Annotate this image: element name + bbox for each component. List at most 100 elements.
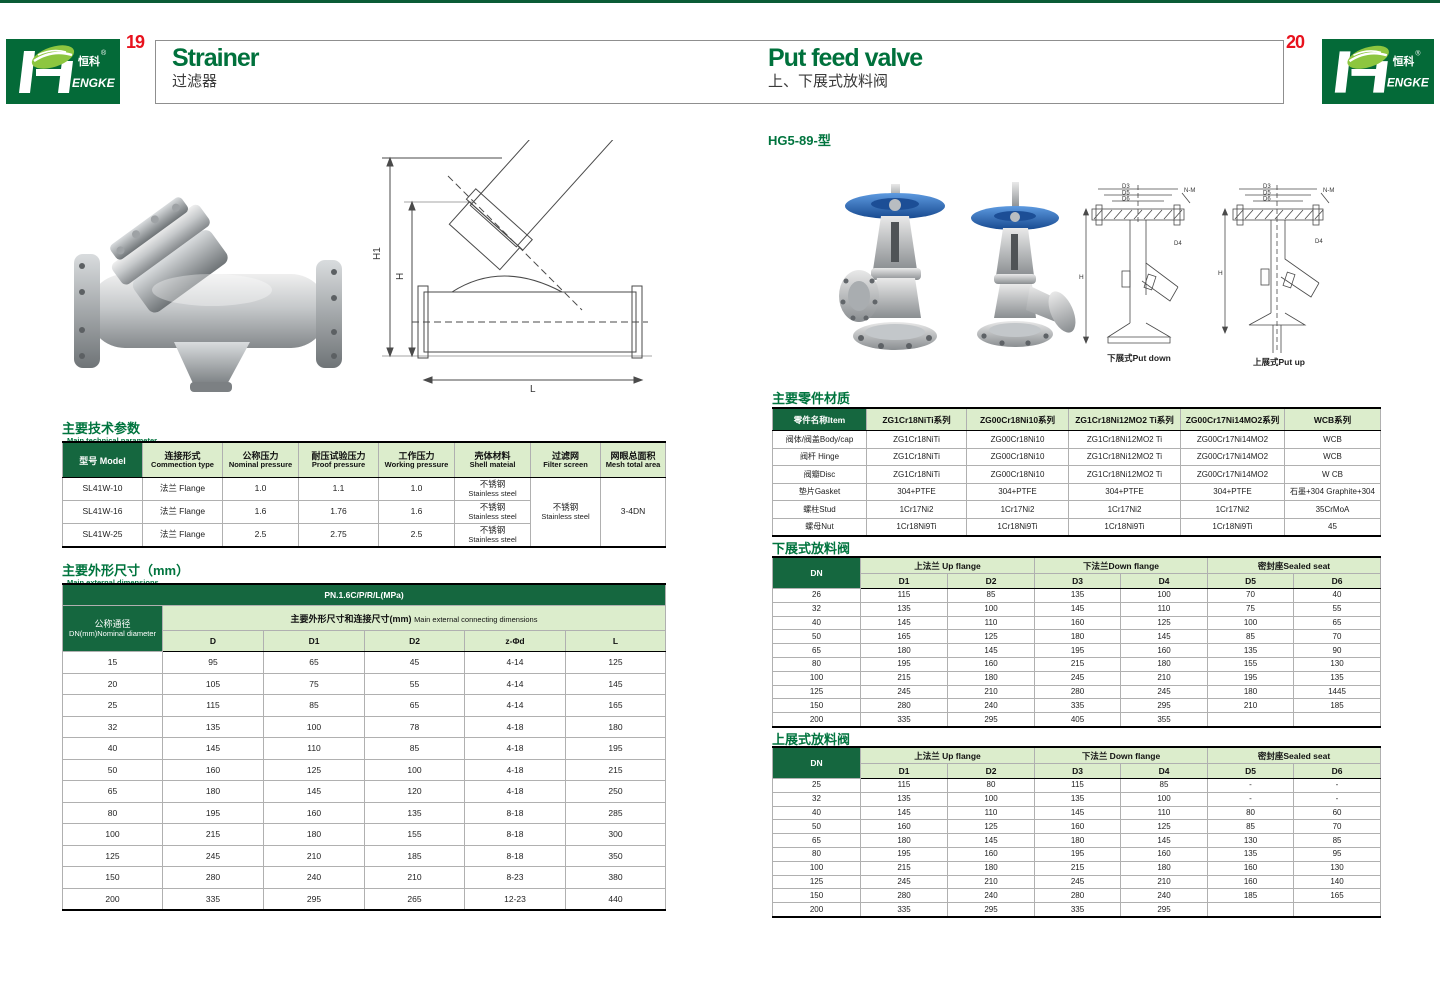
table-cell: 240 [947,698,1035,714]
table-cell: 185 [364,844,465,867]
table-cell: 15 [62,651,163,674]
table-cell: 335 [860,902,948,918]
dim-label-h: H [1218,270,1223,277]
dim-label-nm: N-M [1184,188,1195,194]
col-header-l: L [564,630,667,652]
table-row: 150 280 240 335 295 210 185 [772,698,1381,714]
table-cell: 145 [263,780,365,803]
left-title-zh: 过滤器 [172,72,218,90]
table-cell: 165 [860,629,948,645]
table-cell: WCB [1284,430,1381,449]
table-cell: 110 [947,805,1035,821]
group-header-down-flange: 下法兰Down flange [1034,556,1208,574]
col-header-connection: 连接形式 Commection type [142,441,223,478]
table-cell: 85 [1293,833,1382,848]
table-cell: 1445 [1293,684,1381,700]
table-cell: ZG00Cr18Ni10 [966,465,1069,484]
table-cell: 55 [364,672,465,695]
logo-zh-text: 恒科 [1393,54,1415,68]
table-cell: ZG00Cr18Ni10 [966,447,1069,466]
table-cell: 145 [947,643,1035,658]
table-cell: ZG00Cr17Ni14MO2 [1180,447,1285,466]
cell-connection: 法兰 Flange [142,477,223,501]
table-cell: 160 [1207,860,1295,876]
table-cell: 180 [860,833,948,848]
col-header-d: D [162,630,264,652]
table-cell: 100 [62,823,163,846]
cell-working: 1.0 [378,477,455,501]
table-row: 阀体/阀盖Body/cap ZG1Cr18NiTi ZG00Cr18Ni10 ZG1C… [772,430,1381,449]
table-cell: 4-14 [464,694,566,717]
table-cell [1293,712,1381,728]
dim-label-d5: D5 [1122,191,1130,197]
table-row: 200 335 295 265 12-23 440 [62,887,667,911]
table-cell: 65 [62,780,163,803]
col-header-model: 型号 Model [62,441,143,478]
table-cell: 80 [62,801,163,824]
table-cell: 115 [860,778,948,793]
table-row: 80 195 160 195 160 135 95 [772,846,1382,862]
table-cell: 100 [947,601,1035,617]
table-cell: 135 [162,715,264,738]
table-cell: 245 [860,684,948,700]
table-cell: 215 [860,670,948,686]
table-cell: 245 [1034,874,1121,890]
table-cell [1207,712,1294,728]
table-cell: 165 [1293,888,1382,904]
table-cell: 100 [1207,615,1294,631]
col-header-series-1: ZG1Cr18NiTi系列 [866,407,967,431]
table-header-row: D1 D2 D3 D4 D5 D6 [773,573,1381,589]
table-cell: 1Cr18Ni9Ti [866,517,967,537]
table-row: 200 335 295 335 295 [772,902,1382,918]
table-cell: 280 [162,866,264,889]
table-cell: 95 [1293,846,1382,862]
table-cell: 295 [1120,698,1208,714]
page-number-right: 20 [1286,32,1305,52]
table-cell: 85 [1207,629,1294,645]
table-cell: 125 [772,874,861,890]
dim-label-d3: D3 [1263,184,1271,190]
table-cell: 105 [162,672,264,695]
top-rule [0,0,1440,3]
col-header-zphid: z-Φd [464,630,566,652]
title-banner: Strainer 过滤器 Put feed valve 上、下展式放料阀 [155,40,1284,104]
table-cell: 32 [62,715,163,738]
table-cell: 145 [947,833,1035,848]
table-cell: 195 [1207,670,1294,686]
table-cell: 145 [162,737,264,760]
col-header-series-4: ZG00Cr17Ni14MO2系列 [1180,407,1285,431]
table-cell: 4-18 [464,737,566,760]
table-row: 65 180 145 195 160 135 90 [772,643,1381,658]
table-row: 25 115 80 115 85- - [772,778,1382,793]
section-title-en: Main technical parameter [67,436,157,445]
page-number-left: 19 [126,32,145,52]
table-cell: 125 [263,758,365,781]
table-cell: 65 [263,651,365,674]
col-header-d1: D1 [263,630,365,652]
table-cell: 180 [1207,684,1294,700]
table-cell: 110 [947,615,1035,631]
table-cell: 4-14 [464,651,566,674]
table-cell: 215 [1034,656,1121,672]
table-cell: 1Cr17Ni2 [1180,500,1285,519]
col-header-d6: D6 [1293,573,1381,589]
dim-label-h: H [1079,274,1084,281]
table-cell: 210 [263,844,365,867]
cell-nominal: 1.0 [222,477,299,501]
table-cell: 阀体/阀盖Body/cap [772,430,867,449]
table-cell: 145 [1120,629,1208,645]
table-row: 125 245 210 185 8-18 350 [62,844,667,867]
table-cell: 8-18 [464,801,566,824]
table-cell: 215 [1034,860,1121,876]
table-cell: 160 [1120,643,1208,658]
table-cell: 245 [860,874,948,890]
put-up-drawing: D3 D5 D6 N-M D4 H [1218,184,1334,353]
col-header-series-3: ZG1Cr18Ni12MO2 Ti系列 [1068,407,1181,431]
table-cell: 280 [860,698,948,714]
table-cell: 180 [860,643,948,658]
table-cell: 160 [162,758,264,781]
table-cell: 85 [947,588,1035,603]
right-title-zh: 上、下展式放料阀 [768,72,889,90]
table-cell: 32 [772,791,861,807]
col-header-d2: D2 [947,573,1035,589]
